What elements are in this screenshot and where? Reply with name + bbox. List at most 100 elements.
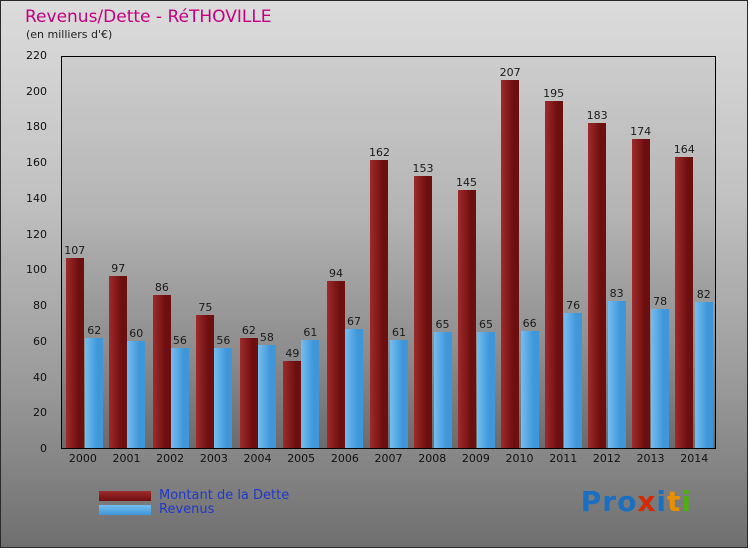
bar-value-label: 58 bbox=[259, 330, 274, 344]
bar-column: 86 bbox=[152, 57, 171, 448]
x-axis-label: 2003 bbox=[199, 452, 228, 465]
bar-value-label: 153 bbox=[412, 162, 434, 176]
y-axis: 0 20 40 60 80 100 120 140 160 180 200 220 bbox=[19, 50, 55, 455]
bar-value-label: 65 bbox=[435, 318, 450, 332]
x-axis-label: 2009 bbox=[461, 452, 490, 465]
bar-group: 107 62 bbox=[62, 57, 106, 448]
bar-revenus[interactable] bbox=[694, 302, 713, 448]
bar-dette[interactable] bbox=[501, 80, 520, 448]
y-axis-label: 60 bbox=[33, 334, 47, 348]
x-axis-label: 2010 bbox=[505, 452, 534, 465]
bar-revenus[interactable] bbox=[651, 309, 670, 448]
y-axis-label: 0 bbox=[40, 442, 47, 455]
y-axis-label: 100 bbox=[26, 263, 47, 277]
bar-revenus[interactable] bbox=[85, 337, 104, 448]
logo-letter: x bbox=[637, 485, 657, 518]
bar-dette[interactable] bbox=[457, 190, 476, 448]
bar-dette[interactable] bbox=[239, 337, 258, 448]
bar-value-label: 60 bbox=[129, 327, 144, 341]
bar-revenus[interactable] bbox=[433, 332, 452, 448]
bar-column: 82 bbox=[694, 57, 713, 448]
legend-label-revenus: Revenus bbox=[159, 502, 215, 517]
bar-value-label: 61 bbox=[391, 325, 406, 339]
bar-value-label: 62 bbox=[87, 323, 102, 337]
bar-revenus[interactable] bbox=[127, 341, 146, 448]
bar-dette[interactable] bbox=[544, 101, 563, 448]
bar-dette[interactable] bbox=[631, 138, 650, 448]
bar-group: 94 67 bbox=[323, 57, 367, 448]
bar-column: 153 bbox=[413, 57, 434, 448]
legend-item-dette: Montant de la Dette bbox=[99, 489, 289, 503]
bar-revenus[interactable] bbox=[214, 348, 233, 448]
x-axis-label: 2008 bbox=[418, 452, 447, 465]
bar-column: 61 bbox=[389, 57, 408, 448]
bar-column: 164 bbox=[674, 57, 695, 448]
bar-chart: 0 20 40 60 80 100 120 140 160 180 200 220 107 62 97 60… bbox=[26, 50, 716, 455]
bar-column: 97 bbox=[109, 57, 128, 448]
x-axis-label: 2005 bbox=[287, 452, 316, 465]
x-axis-labels: 2000 2001 2002 2003 2004 2005 2006 2007 2008 2009… bbox=[61, 452, 716, 465]
bar-column: 83 bbox=[607, 57, 626, 448]
bar-group: 86 56 bbox=[149, 57, 193, 448]
bar-dette[interactable] bbox=[370, 160, 389, 448]
bar-revenus[interactable] bbox=[170, 348, 189, 448]
bar-value-label: 65 bbox=[479, 318, 494, 332]
chart-header: Revenus/Dette - RéTHOVILLE (en milliers … bbox=[1, 1, 747, 41]
bar-value-label: 145 bbox=[456, 176, 478, 190]
chart-subtitle: (en milliers d'€) bbox=[26, 28, 113, 41]
bar-groups: 107 62 97 60 86 56 75 56 62 58 49 61 94 67 162 61 153 65 1… bbox=[62, 57, 715, 448]
bar-column: 56 bbox=[170, 57, 189, 448]
bar-value-label: 61 bbox=[303, 325, 318, 339]
logo-letter: i bbox=[681, 485, 692, 518]
bar-revenus[interactable] bbox=[607, 300, 626, 448]
x-axis-label: 2002 bbox=[156, 452, 185, 465]
proxiti-logo: Proxiti bbox=[581, 485, 692, 518]
bar-dette[interactable] bbox=[109, 275, 128, 448]
y-axis-label: 20 bbox=[33, 406, 47, 420]
bar-dette[interactable] bbox=[588, 122, 607, 448]
bar-revenus[interactable] bbox=[389, 339, 408, 448]
bar-value-label: 82 bbox=[696, 288, 711, 302]
bar-column: 207 bbox=[500, 57, 521, 448]
bar-value-label: 56 bbox=[172, 334, 187, 348]
bar-column: 58 bbox=[257, 57, 276, 448]
x-axis-label: 2013 bbox=[636, 452, 665, 465]
y-axis-label: 160 bbox=[26, 156, 47, 170]
bar-value-label: 78 bbox=[653, 295, 668, 309]
chart-title: Revenus/Dette - RéTHOVILLE bbox=[25, 7, 272, 27]
x-axis-label: 2012 bbox=[592, 452, 621, 465]
legend-item-revenus: Revenus bbox=[99, 503, 289, 517]
y-axis-label: 140 bbox=[26, 191, 47, 205]
bar-column: 62 bbox=[85, 57, 104, 448]
bar-revenus[interactable] bbox=[477, 332, 496, 448]
bar-group: 97 60 bbox=[106, 57, 150, 448]
logo-letter: i bbox=[656, 485, 667, 518]
logo-letter: r bbox=[602, 485, 618, 518]
y-axis-label: 200 bbox=[26, 84, 47, 98]
y-axis-label: 80 bbox=[33, 299, 47, 313]
bar-dette[interactable] bbox=[675, 156, 694, 448]
bar-column: 62 bbox=[239, 57, 258, 448]
bar-group: 153 65 bbox=[410, 57, 454, 448]
bar-dette[interactable] bbox=[65, 257, 84, 448]
bar-revenus[interactable] bbox=[344, 328, 363, 448]
x-axis-label: 2007 bbox=[374, 452, 403, 465]
bar-column: 65 bbox=[477, 57, 496, 448]
bar-dette[interactable] bbox=[152, 295, 171, 448]
bar-revenus[interactable] bbox=[301, 339, 320, 448]
bar-revenus[interactable] bbox=[520, 330, 539, 448]
bar-dette[interactable] bbox=[283, 360, 302, 448]
y-axis-label: 220 bbox=[26, 49, 47, 62]
bar-revenus[interactable] bbox=[257, 344, 276, 448]
bar-group: 195 76 bbox=[541, 57, 585, 448]
bar-column: 107 bbox=[64, 57, 85, 448]
logo-letter: P bbox=[580, 485, 603, 518]
x-axis-label: 2011 bbox=[549, 452, 578, 465]
bar-dette[interactable] bbox=[326, 280, 345, 448]
bar-revenus[interactable] bbox=[564, 312, 583, 448]
bar-dette[interactable] bbox=[414, 176, 433, 448]
y-axis-label: 180 bbox=[26, 120, 47, 134]
bar-dette[interactable] bbox=[196, 314, 215, 448]
logo-letter: t bbox=[667, 485, 682, 518]
